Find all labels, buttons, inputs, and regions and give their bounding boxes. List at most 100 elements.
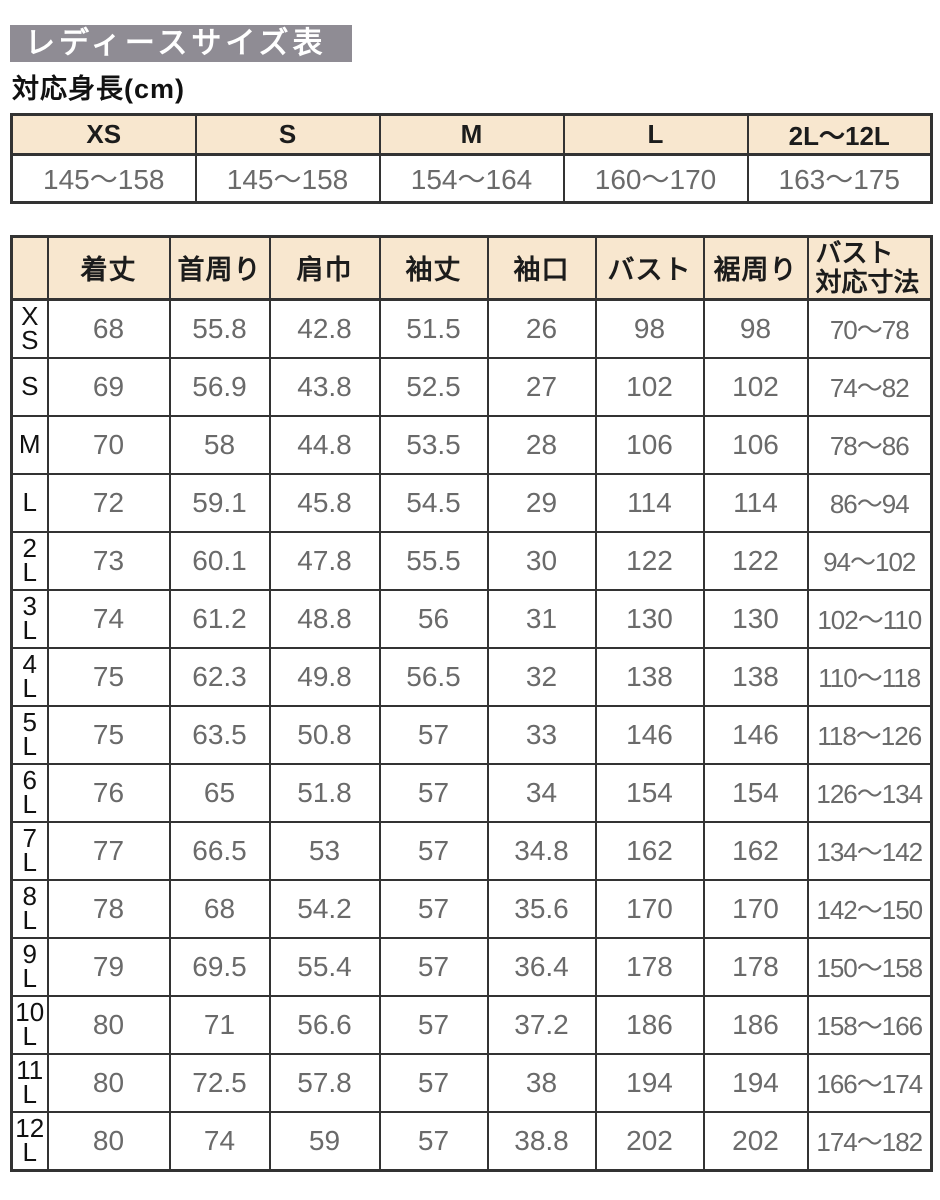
row-label-3l: 3 L — [10, 588, 49, 649]
cell-2l-col7: 94〜102 — [806, 530, 933, 591]
cell-3l-col2: 48.8 — [268, 588, 381, 649]
table-row-9l: 9 L 79 69.5 55.4 57 36.4 178 178 150〜158 — [10, 936, 933, 997]
table-row-3l: 3 L 74 61.2 48.8 56 31 130 130 102〜110 — [10, 588, 933, 649]
height-col-header-m: M — [378, 113, 565, 156]
cell-10l-col1: 71 — [168, 994, 271, 1055]
cell-xs-col1: 55.8 — [168, 298, 271, 359]
table-row-xs: X S 68 55.8 42.8 51.5 26 98 98 70〜78 — [10, 298, 933, 359]
cell-s-col2: 43.8 — [268, 356, 381, 417]
cell-l-col0: 72 — [46, 472, 171, 533]
cell-8l-col1: 68 — [168, 878, 271, 939]
cell-5l-col5: 146 — [594, 704, 705, 765]
row-label-m: M — [10, 414, 49, 475]
cell-xs-col4: 26 — [486, 298, 597, 359]
cell-11l-col3: 57 — [378, 1052, 489, 1113]
cell-11l-col5: 194 — [594, 1052, 705, 1113]
height-range-l: 160〜170 — [562, 153, 749, 204]
row-label-2l: 2 L — [10, 530, 49, 591]
row-label-xs: X S — [10, 298, 49, 359]
cell-8l-col7: 142〜150 — [806, 878, 933, 939]
cell-xs-col6: 98 — [702, 298, 809, 359]
cell-11l-col7: 166〜174 — [806, 1052, 933, 1113]
cell-7l-col3: 57 — [378, 820, 489, 881]
cell-2l-col6: 122 — [702, 530, 809, 591]
cell-9l-col1: 69.5 — [168, 936, 271, 997]
cell-2l-col0: 73 — [46, 530, 171, 591]
table-row-5l: 5 L 75 63.5 50.8 57 33 146 146 118〜126 — [10, 704, 933, 765]
cell-12l-col6: 202 — [702, 1110, 809, 1172]
row-label-5l: 5 L — [10, 704, 49, 765]
cell-m-col2: 44.8 — [268, 414, 381, 475]
row-label-6l: 6 L — [10, 762, 49, 823]
cell-m-col6: 106 — [702, 414, 809, 475]
row-label-l: L — [10, 472, 49, 533]
cell-5l-col7: 118〜126 — [806, 704, 933, 765]
cell-12l-col3: 57 — [378, 1110, 489, 1172]
col-header-shoulder: 肩巾 — [268, 235, 381, 301]
cell-9l-col2: 55.4 — [268, 936, 381, 997]
height-range-m: 154〜164 — [378, 153, 565, 204]
cell-7l-col6: 162 — [702, 820, 809, 881]
cell-11l-col4: 38 — [486, 1052, 597, 1113]
table-row-12l: 12 L 80 74 59 57 38.8 202 202 174〜182 — [10, 1110, 933, 1172]
col-header-neck: 首周り — [168, 235, 271, 301]
cell-5l-col0: 75 — [46, 704, 171, 765]
cell-3l-col6: 130 — [702, 588, 809, 649]
height-table-data-row: 145〜158 145〜158 154〜164 160〜170 163〜175 — [10, 153, 933, 204]
height-table-header-row: XS S M L 2L〜12L — [10, 113, 933, 156]
height-col-header-l: L — [562, 113, 749, 156]
cell-3l-col3: 56 — [378, 588, 489, 649]
cell-10l-col5: 186 — [594, 994, 705, 1055]
cell-s-col4: 27 — [486, 356, 597, 417]
cell-6l-col3: 57 — [378, 762, 489, 823]
cell-12l-col2: 59 — [268, 1110, 381, 1172]
table-row-4l: 4 L 75 62.3 49.8 56.5 32 138 138 110〜118 — [10, 646, 933, 707]
cell-3l-col4: 31 — [486, 588, 597, 649]
cell-5l-col4: 33 — [486, 704, 597, 765]
cell-3l-col0: 74 — [46, 588, 171, 649]
cell-11l-col0: 80 — [46, 1052, 171, 1113]
cell-6l-col0: 76 — [46, 762, 171, 823]
cell-11l-col6: 194 — [702, 1052, 809, 1113]
table-row-l: L 72 59.1 45.8 54.5 29 114 114 86〜94 — [10, 472, 933, 533]
cell-s-col7: 74〜82 — [806, 356, 933, 417]
cell-7l-col1: 66.5 — [168, 820, 271, 881]
cell-4l-col2: 49.8 — [268, 646, 381, 707]
row-label-7l: 7 L — [10, 820, 49, 881]
cell-5l-col1: 63.5 — [168, 704, 271, 765]
table-row-s: S 69 56.9 43.8 52.5 27 102 102 74〜82 — [10, 356, 933, 417]
cell-8l-col6: 170 — [702, 878, 809, 939]
cell-3l-col1: 61.2 — [168, 588, 271, 649]
cell-l-col7: 86〜94 — [806, 472, 933, 533]
cell-10l-col4: 37.2 — [486, 994, 597, 1055]
cell-6l-col6: 154 — [702, 762, 809, 823]
cell-7l-col5: 162 — [594, 820, 705, 881]
cell-5l-col2: 50.8 — [268, 704, 381, 765]
row-label-4l: 4 L — [10, 646, 49, 707]
cell-11l-col1: 72.5 — [168, 1052, 271, 1113]
measurement-header-row: 着丈 首周り 肩巾 袖丈 袖口 バスト 裾周り バスト 対応寸法 — [10, 235, 933, 301]
col-header-hem: 裾周り — [702, 235, 809, 301]
cell-s-col0: 69 — [46, 356, 171, 417]
height-col-header-xs: XS — [10, 113, 197, 156]
cell-7l-col4: 34.8 — [486, 820, 597, 881]
cell-xs-col0: 68 — [46, 298, 171, 359]
cell-8l-col3: 57 — [378, 878, 489, 939]
table-row-m: M 70 58 44.8 53.5 28 106 106 78〜86 — [10, 414, 933, 475]
cell-9l-col4: 36.4 — [486, 936, 597, 997]
cell-3l-col7: 102〜110 — [806, 588, 933, 649]
cell-10l-col3: 57 — [378, 994, 489, 1055]
cell-2l-col5: 122 — [594, 530, 705, 591]
col-header-cuff: 袖口 — [486, 235, 597, 301]
cell-7l-col2: 53 — [268, 820, 381, 881]
cell-l-col1: 59.1 — [168, 472, 271, 533]
cell-s-col1: 56.9 — [168, 356, 271, 417]
cell-m-col3: 53.5 — [378, 414, 489, 475]
height-range-xs: 145〜158 — [10, 153, 197, 204]
col-header-bust-fit-range: バスト 対応寸法 — [806, 235, 933, 301]
cell-7l-col7: 134〜142 — [806, 820, 933, 881]
height-range-s: 145〜158 — [194, 153, 381, 204]
cell-xs-col5: 98 — [594, 298, 705, 359]
cell-2l-col3: 55.5 — [378, 530, 489, 591]
cell-s-col5: 102 — [594, 356, 705, 417]
